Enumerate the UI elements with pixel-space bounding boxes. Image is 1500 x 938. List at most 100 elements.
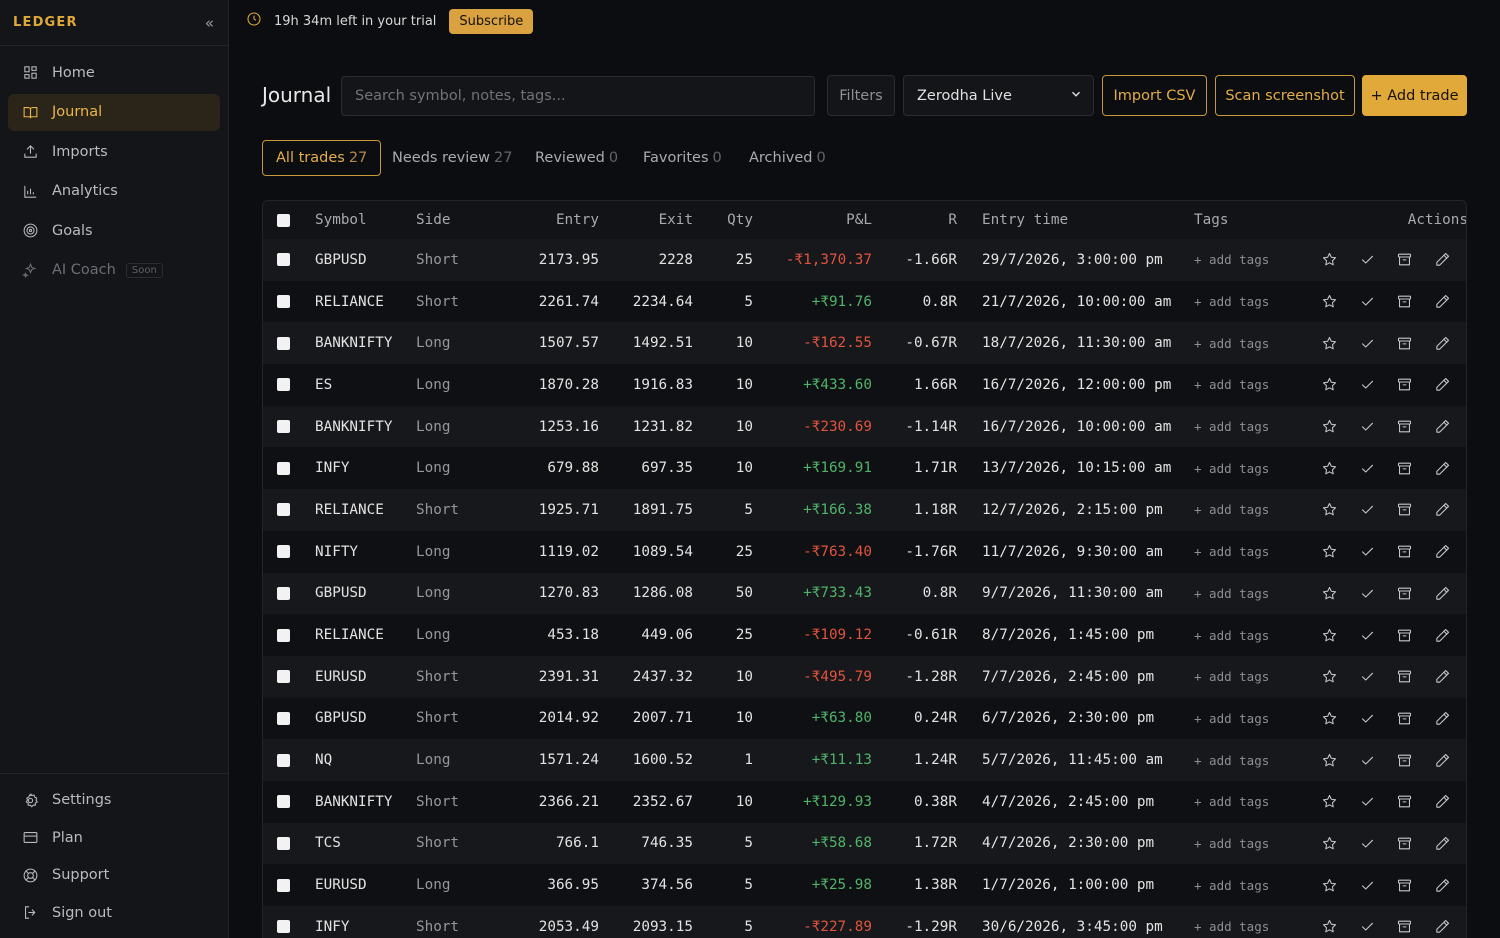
row-select-cell[interactable] [263,489,303,531]
archive-icon[interactable] [1393,748,1417,772]
add-tags-link[interactable]: + add tags [1194,530,1304,573]
symbol-cell[interactable]: EURUSD [303,864,416,906]
tab-favorites[interactable]: Favorites 0 [643,140,722,176]
table-row[interactable]: INFY Long 679.88 697.35 10 +₹169.91 1.71R 13/7/… [263,447,1466,490]
row-checkbox[interactable] [276,545,290,559]
archive-icon[interactable] [1393,456,1417,480]
scan-screenshot-button[interactable]: Scan screenshot [1215,75,1355,116]
symbol-cell[interactable]: BANKNIFTY [303,780,416,823]
row-select-cell[interactable] [263,364,303,406]
table-row[interactable]: RELIANCE Short 2261.74 2234.64 5 +₹91.76 0.8R 2… [263,280,1466,323]
sidebar-item-analytics[interactable]: Analytics [8,173,220,210]
star-icon[interactable] [1318,748,1342,772]
row-select-cell[interactable] [263,780,303,823]
search-input[interactable] [341,76,815,116]
archive-icon[interactable] [1393,915,1417,938]
row-checkbox[interactable] [276,628,290,642]
pencil-icon[interactable] [1430,498,1454,522]
table-row[interactable]: BANKNIFTY Long 1507.57 1492.51 10 -₹162.55 -0.… [263,322,1466,365]
table-row[interactable]: RELIANCE Short 1925.71 1891.75 5 +₹166.38 1.18… [263,489,1466,531]
col-entry-time[interactable]: Entry time [957,201,1194,239]
symbol-cell[interactable]: GBPUSD [303,697,416,740]
table-row[interactable]: RELIANCE Long 453.18 449.06 25 -₹109.12 -0.61R… [263,614,1466,656]
star-icon[interactable] [1318,623,1342,647]
check-icon[interactable] [1355,790,1379,814]
pencil-icon[interactable] [1430,623,1454,647]
symbol-cell[interactable]: EURUSD [303,655,416,698]
row-checkbox[interactable] [276,461,290,475]
archive-icon[interactable] [1393,373,1417,397]
check-icon[interactable] [1355,456,1379,480]
col-r[interactable]: R [872,201,957,239]
row-select-cell[interactable] [263,906,303,938]
row-checkbox[interactable] [276,336,290,350]
star-icon[interactable] [1318,456,1342,480]
account-select[interactable]: Zerodha Live [903,75,1094,116]
pencil-icon[interactable] [1430,456,1454,480]
pencil-icon[interactable] [1430,665,1454,689]
sidebar-item-imports[interactable]: Imports [8,133,220,170]
archive-icon[interactable] [1393,665,1417,689]
star-icon[interactable] [1318,248,1342,272]
table-row[interactable]: GBPUSD Long 1270.83 1286.08 50 +₹733.43 0.8R 9/… [263,572,1466,615]
add-tags-link[interactable]: + add tags [1194,780,1304,823]
check-icon[interactable] [1355,706,1379,730]
table-row[interactable]: INFY Short 2053.49 2093.15 5 -₹227.89 -1.29R 30… [263,906,1466,938]
add-trade-button[interactable]: + Add trade [1362,75,1467,116]
check-icon[interactable] [1355,665,1379,689]
star-icon[interactable] [1318,415,1342,439]
symbol-cell[interactable]: GBPUSD [303,572,416,615]
check-icon[interactable] [1355,290,1379,314]
pencil-icon[interactable] [1430,331,1454,355]
star-icon[interactable] [1318,873,1342,897]
row-checkbox[interactable] [276,711,290,725]
add-tags-link[interactable]: + add tags [1194,239,1304,281]
check-icon[interactable] [1355,415,1379,439]
star-icon[interactable] [1318,581,1342,605]
star-icon[interactable] [1318,290,1342,314]
check-icon[interactable] [1355,748,1379,772]
col-symbol[interactable]: Symbol [303,201,416,239]
collapse-sidebar-icon[interactable]: « [204,13,214,32]
check-icon[interactable] [1355,498,1379,522]
col-entry[interactable]: Entry [499,201,599,239]
pencil-icon[interactable] [1430,831,1454,855]
row-select-cell[interactable] [263,572,303,615]
symbol-cell[interactable]: BANKNIFTY [303,322,416,365]
check-icon[interactable] [1355,331,1379,355]
table-row[interactable]: EURUSD Short 2391.31 2437.32 10 -₹495.79 -1.28… [263,655,1466,698]
table-row[interactable]: GBPUSD Short 2014.92 2007.71 10 +₹63.80 0.24R 6… [263,697,1466,740]
row-select-cell[interactable] [263,739,303,781]
add-tags-link[interactable]: + add tags [1194,864,1304,906]
star-icon[interactable] [1318,498,1342,522]
table-row[interactable]: NIFTY Long 1119.02 1089.54 25 -₹763.40 -1.76R 1… [263,530,1466,573]
row-checkbox[interactable] [276,378,290,392]
symbol-cell[interactable]: BANKNIFTY [303,405,416,448]
symbol-cell[interactable]: RELIANCE [303,614,416,656]
row-checkbox[interactable] [276,753,290,767]
pencil-icon[interactable] [1430,581,1454,605]
pencil-icon[interactable] [1430,748,1454,772]
symbol-cell[interactable]: RELIANCE [303,280,416,323]
filters-button[interactable]: Filters [827,75,895,116]
row-checkbox[interactable] [276,670,290,684]
row-select-cell[interactable] [263,239,303,281]
row-select-cell[interactable] [263,322,303,365]
add-tags-link[interactable]: + add tags [1194,322,1304,365]
star-icon[interactable] [1318,915,1342,938]
pencil-icon[interactable] [1430,915,1454,938]
add-tags-link[interactable]: + add tags [1194,822,1304,865]
pencil-icon[interactable] [1430,873,1454,897]
add-tags-link[interactable]: + add tags [1194,906,1304,938]
table-row[interactable]: TCS Short 766.1 746.35 5 +₹58.68 1.72R 4/7/2026… [263,822,1466,865]
row-select-cell[interactable] [263,697,303,740]
star-icon[interactable] [1318,373,1342,397]
archive-icon[interactable] [1393,498,1417,522]
check-icon[interactable] [1355,248,1379,272]
tab-archived[interactable]: Archived 0 [749,140,826,176]
sidebar-item-support[interactable]: Support [8,857,220,894]
archive-icon[interactable] [1393,873,1417,897]
sidebar-item-ai-coach[interactable]: AI Coach Soon [8,252,220,289]
symbol-cell[interactable]: NQ [303,739,416,781]
add-tags-link[interactable]: + add tags [1194,572,1304,615]
